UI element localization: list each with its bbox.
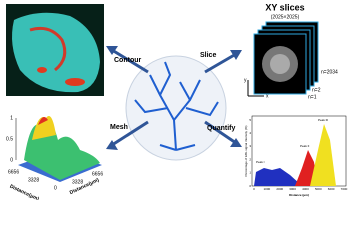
peak-label: Peak I: [256, 160, 265, 164]
slice-axes: [247, 80, 264, 97]
x-tick-label: 6000: [328, 187, 335, 191]
mesh-axis-label: Distance(μm): [9, 184, 41, 200]
x-tick-label: 2000: [276, 187, 283, 191]
y-tick-label: 1: [249, 171, 251, 175]
figure: Contour Slice Mesh Quantify XY slices (2…: [6, 2, 348, 200]
slice-label: n=2034: [321, 69, 338, 75]
slices-title: XY slices: [265, 2, 304, 12]
arrow-label: Quantify: [207, 125, 235, 132]
mesh-tick: 3328: [72, 179, 83, 185]
x-tick-label: 7000: [341, 187, 348, 191]
x-tick-label: 5000: [315, 187, 322, 191]
x-tick-label: 1000: [264, 187, 271, 191]
arrow-label: Contour: [114, 57, 141, 64]
peak-label: Peak III: [318, 118, 328, 122]
mesh-tick: 0: [54, 185, 57, 191]
slice-label: n=2: [312, 87, 321, 93]
x-tick-label: 4000: [302, 187, 309, 191]
z-tick: 0: [10, 157, 13, 163]
y-tick-label: 2: [249, 157, 251, 161]
y-tick-label: 3: [249, 144, 251, 148]
mesh-plot: [15, 116, 102, 182]
arrow-label: Mesh: [110, 124, 128, 131]
slice-label: n=1: [308, 94, 317, 100]
axis-label: y: [244, 77, 247, 83]
x-tick-label: 3000: [289, 187, 296, 191]
mesh-tick: 3328: [28, 177, 39, 183]
mesh-tick: 6656: [92, 171, 103, 177]
x-axis-label: Distance (μm): [289, 193, 309, 197]
histogram-ticks: 0 1000 2000 3000 4000 5000 6000 7000 0 1 2 3 4 5: [249, 118, 347, 191]
y-tick-label: 0: [249, 184, 251, 188]
z-tick: 0.5: [6, 136, 13, 142]
vessel-render: [125, 55, 227, 161]
z-tick: 1: [10, 115, 13, 121]
slice-stack: [253, 21, 319, 95]
y-axis-label: Percentage of EBL signal intensity (%): [244, 125, 248, 176]
y-tick-label: 4: [249, 131, 251, 135]
arrow-label: Slice: [200, 52, 216, 59]
slices-size: (2025×2025): [271, 14, 300, 20]
contour-render: [6, 4, 104, 96]
y-tick-label: 5: [249, 118, 251, 122]
peak-label: Peak II: [300, 144, 310, 148]
histogram: [251, 115, 347, 187]
arrows: [106, 46, 242, 150]
axis-label: x: [266, 93, 269, 99]
x-tick-label: 0: [253, 187, 255, 191]
mesh-tick: 6656: [8, 169, 19, 175]
